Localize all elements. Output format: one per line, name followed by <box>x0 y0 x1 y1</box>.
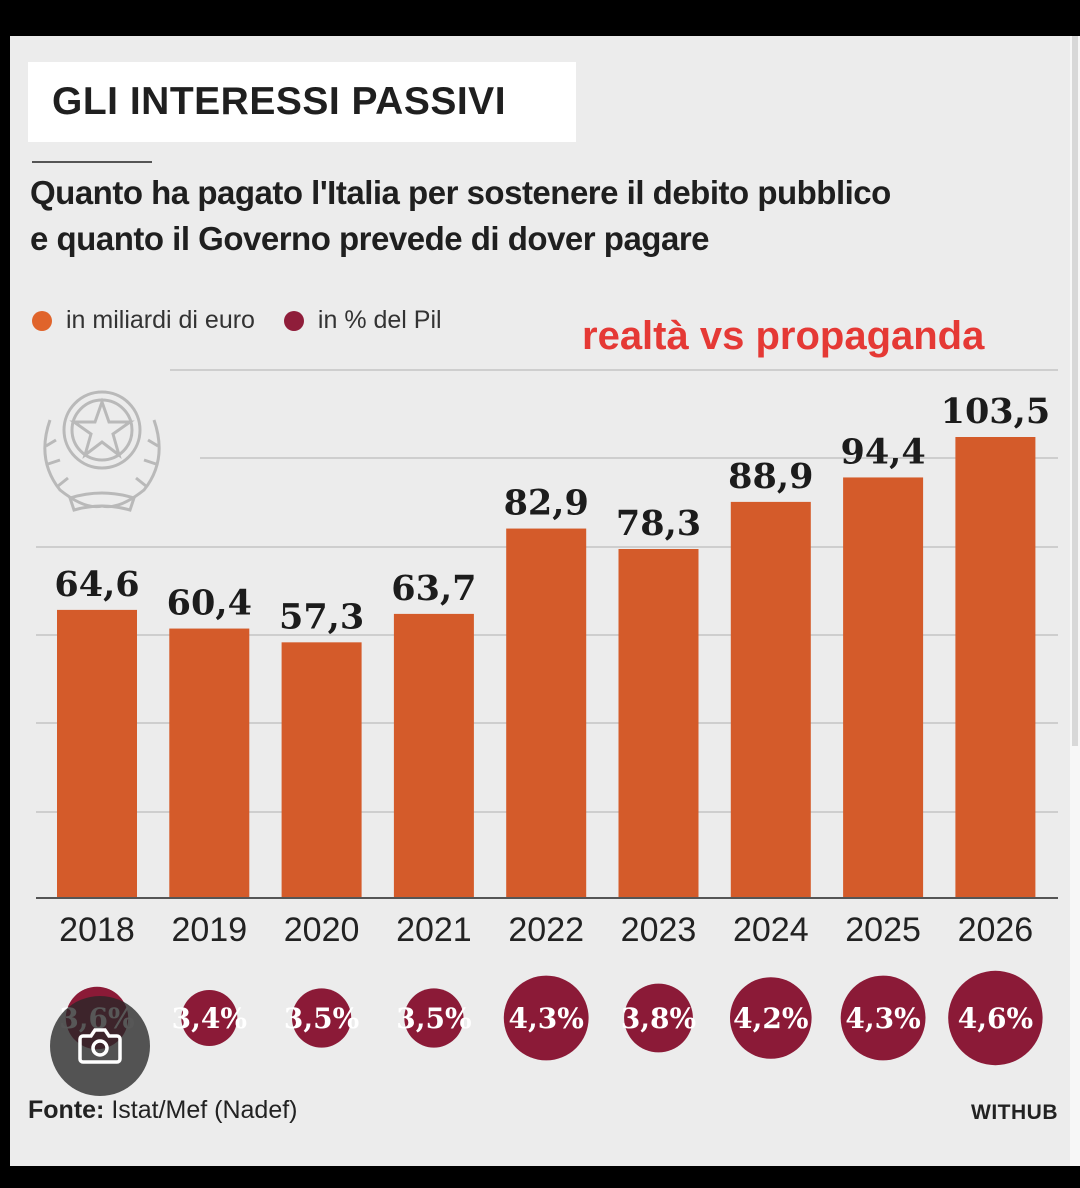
scrollbar[interactable] <box>1070 36 1080 1166</box>
legend-label-pil: in % del Pil <box>317 306 442 334</box>
legend-dot-orange <box>32 310 52 331</box>
pil-circle-2023 <box>624 983 693 1053</box>
pil-percent-label: 3,8% <box>621 1002 696 1035</box>
bar-2026 <box>955 437 1036 897</box>
camera-glyph <box>78 1028 122 1064</box>
x-tick-label: 2023 <box>621 911 697 949</box>
bar-2022 <box>506 528 587 897</box>
legend-dot-maroon <box>283 310 304 331</box>
bar-2024 <box>730 501 811 897</box>
legend-label-euro: in miliardi di euro <box>66 306 255 334</box>
pil-circle-2024 <box>730 977 812 1059</box>
x-tick-label: 2021 <box>396 911 472 949</box>
bar-2020 <box>281 642 362 897</box>
bar-value-label: 57,3 <box>279 596 364 637</box>
source-note: Fonte: Istat/Mef (Nadef) <box>28 1096 298 1125</box>
x-tick-label: 2020 <box>284 911 360 949</box>
x-tick-label: 2024 <box>733 911 809 949</box>
x-tick-label: 2018 <box>59 911 135 949</box>
chart-subtitle: Quanto ha pagato l'Italia per sostenere … <box>30 170 891 262</box>
navigation-bar <box>0 1166 1080 1188</box>
bar-value-label: 78,3 <box>616 503 701 544</box>
camera-icon[interactable] <box>50 996 150 1096</box>
legend-item-pil: in % del Pil <box>283 306 442 335</box>
pil-percent-label: 4,3% <box>509 1002 584 1035</box>
bar-value-label: 94,4 <box>840 431 925 472</box>
pil-circle-2022 <box>503 975 589 1061</box>
emblem-icon <box>43 390 161 512</box>
pil-percent-label: 4,2% <box>733 1002 808 1035</box>
bar-2025 <box>843 477 924 897</box>
pil-percent-label: 3,4% <box>172 1002 247 1035</box>
bar-chart: 64,620183,6%60,420193,4%57,320203,5%63,7… <box>36 369 1058 1066</box>
title-rule <box>32 161 152 163</box>
pil-percent-label: 4,6% <box>958 1002 1033 1035</box>
bar-value-label: 88,9 <box>728 456 813 497</box>
source-text: Istat/Mef (Nadef) <box>111 1096 298 1124</box>
x-tick-label: 2019 <box>171 911 247 949</box>
scrollbar-thumb[interactable] <box>1072 36 1078 746</box>
bar-value-label: 82,9 <box>504 483 589 524</box>
pil-circle-2025 <box>840 975 926 1061</box>
subtitle-line-2: e quanto il Governo prevede di dover pag… <box>30 220 710 257</box>
pil-circle-2020 <box>292 988 352 1048</box>
pil-percent-label: 3,5% <box>284 1002 359 1035</box>
bar-value-label: 103,5 <box>941 391 1051 432</box>
annotation-text: realtà vs propaganda <box>582 314 985 358</box>
x-tick-label: 2022 <box>508 911 584 949</box>
chart-title: GLI INTERESSI PASSIVI <box>52 80 507 123</box>
pil-percent-label: 4,3% <box>845 1002 920 1035</box>
pil-percent-label: 3,5% <box>396 1002 471 1035</box>
bar-2021 <box>393 613 474 897</box>
legend-item-euro: in miliardi di euro <box>32 306 255 335</box>
brand-logo: WITHUB <box>971 1101 1058 1124</box>
x-tick-label: 2026 <box>958 911 1034 949</box>
pil-circle-2026 <box>948 970 1043 1066</box>
legend: in miliardi di euro in % del Pil <box>32 306 464 338</box>
source-label: Fonte: <box>28 1096 105 1124</box>
title-box <box>28 62 576 142</box>
bar-value-label: 60,4 <box>167 583 252 624</box>
bar-2023 <box>618 549 699 897</box>
bar-value-label: 64,6 <box>54 564 139 605</box>
bar-2018 <box>57 609 137 897</box>
pil-circle-2019 <box>181 990 238 1046</box>
subtitle-line-1: Quanto ha pagato l'Italia per sostenere … <box>30 174 891 211</box>
status-bar <box>0 0 1080 36</box>
bar-2019 <box>169 628 250 897</box>
pil-circle-2021 <box>404 988 464 1048</box>
bar-value-label: 63,7 <box>391 568 476 609</box>
x-tick-label: 2025 <box>845 911 921 949</box>
